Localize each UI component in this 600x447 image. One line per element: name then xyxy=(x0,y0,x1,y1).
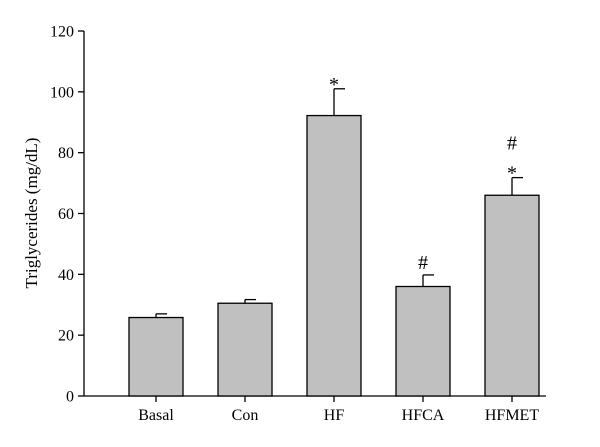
y-tick-label: 80 xyxy=(58,145,74,162)
y-tick-label: 120 xyxy=(50,24,74,41)
y-tick-label: 60 xyxy=(58,206,74,223)
y-tick-label: 100 xyxy=(50,84,74,101)
bar-con xyxy=(217,302,273,397)
bar-basal xyxy=(128,316,184,397)
x-tick-label: HF xyxy=(324,407,345,424)
y-axis-title: Triglycerides (mg/dL) xyxy=(22,138,41,289)
significance-star: * xyxy=(329,74,339,96)
labels: Basal Con HF HFCA HFMET * # * # xyxy=(138,74,539,424)
bar-hfca xyxy=(395,285,451,397)
bar-hfmet xyxy=(484,194,540,397)
bar-hf xyxy=(306,114,362,397)
significance-star: * xyxy=(507,163,517,185)
significance-hash: # xyxy=(507,133,517,155)
axes: 0 20 40 60 80 100 120 xyxy=(50,24,546,406)
x-tick-label: HFMET xyxy=(485,407,539,424)
y-tick-label: 40 xyxy=(58,267,74,284)
y-tick-label: 20 xyxy=(58,328,74,345)
x-tick-label: Con xyxy=(232,407,259,424)
x-tick-label: HFCA xyxy=(402,407,445,424)
y-tick-label: 0 xyxy=(66,389,74,406)
significance-hash: # xyxy=(418,252,428,274)
x-tick-label: Basal xyxy=(138,407,174,424)
bars xyxy=(128,88,540,397)
